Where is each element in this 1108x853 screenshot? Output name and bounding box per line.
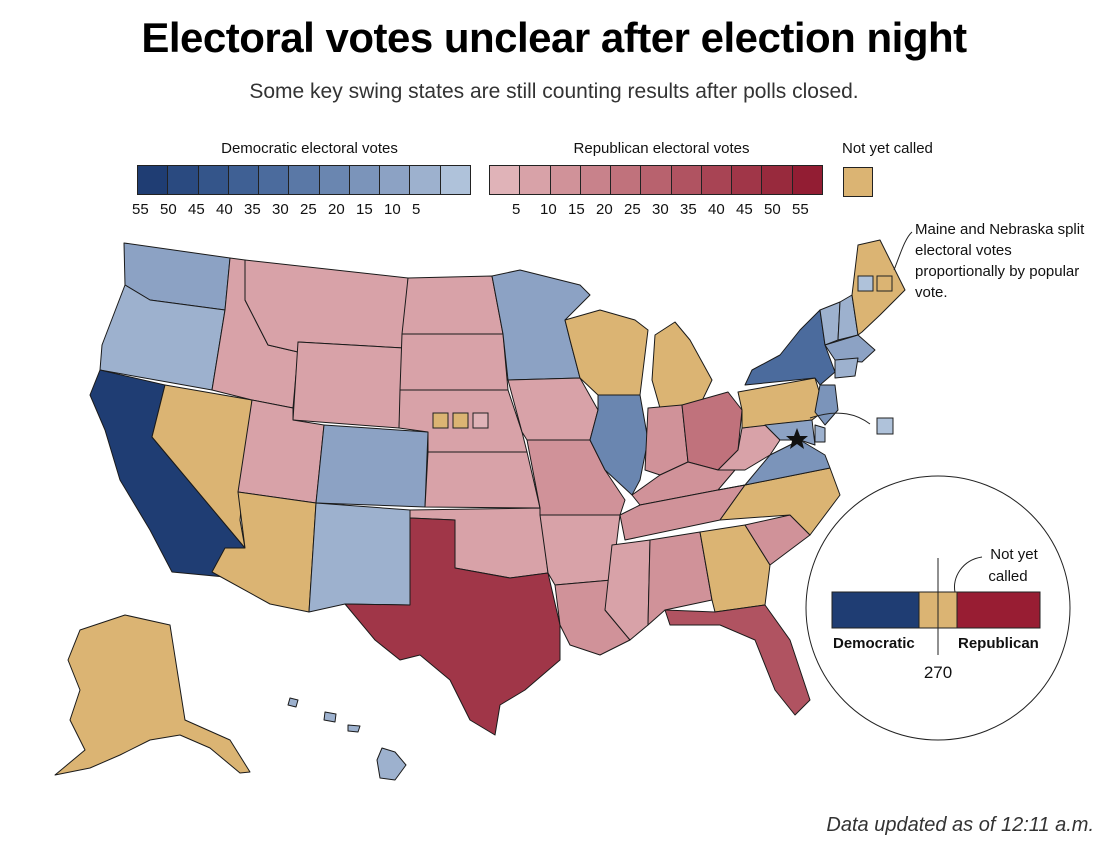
legend-dem-cell [349, 166, 381, 194]
legend-rep-tick: 40 [708, 201, 725, 218]
legend-dem-cell [228, 166, 260, 194]
state-AR [539, 514, 621, 586]
inset-bar-dem [831, 591, 920, 629]
inset-bar-rep [956, 591, 1041, 629]
inset-rep-label: Republican [958, 635, 1039, 652]
legend-dem-tick: 55 [132, 201, 149, 218]
legend-rep-cell [671, 166, 702, 194]
chart-title: Electoral votes unclear after election n… [141, 14, 967, 61]
legend-notcalled-swatch [843, 167, 873, 197]
legend-rep-cell [792, 166, 822, 194]
maine-leader-line [893, 231, 913, 271]
legend-dem-tick: 25 [300, 201, 317, 218]
legend-rep-tick: 15 [568, 201, 585, 218]
inset-notcalled-label-1: Not yet [990, 546, 1038, 563]
legend-rep-cell [732, 166, 763, 194]
state-FL [664, 604, 811, 716]
nebraska-split-1 [432, 412, 449, 429]
state-MA [824, 334, 876, 363]
legend-dem-cell [168, 166, 199, 194]
state-IA [507, 377, 599, 441]
state-MS [604, 539, 651, 641]
state-NV [151, 384, 253, 549]
dc-leader-line [809, 412, 871, 425]
inset-notcalled-label-2: called [988, 568, 1027, 585]
legend-dem-tick: 10 [384, 201, 401, 218]
legend-notcalled-title: Not yet called [842, 140, 933, 157]
legend-rep-cell [762, 166, 793, 194]
legend-rep-tick: 55 [792, 201, 809, 218]
inset-notcalled-leader [953, 556, 983, 593]
legend-dem-tick: 20 [328, 201, 345, 218]
legend-rep-tick: 50 [764, 201, 781, 218]
legend-rep-cell [611, 166, 642, 194]
legend-rep-tick: 45 [736, 201, 753, 218]
state-NJ [814, 384, 839, 426]
dc-swatch [876, 417, 894, 435]
state-CO [315, 424, 429, 508]
legend-rep-cell [520, 166, 551, 194]
legend-rep-cell [641, 166, 672, 194]
legend-dem-cell [410, 166, 441, 194]
legend-dem-tick: 5 [412, 201, 421, 218]
state-MI [651, 321, 713, 409]
legend-dem-tick: 50 [160, 201, 177, 218]
state-NM [308, 502, 411, 613]
legend-rep-tick: 10 [540, 201, 557, 218]
state-TX [344, 517, 561, 736]
state-KS [424, 451, 541, 509]
inset-dem-label: Democratic [833, 635, 915, 652]
chart-subtitle: Some key swing states are still counting… [249, 80, 859, 103]
state-DE [814, 424, 826, 443]
legend-rep-title: Republican electoral votes [573, 140, 750, 157]
footer-updated: Data updated as of 12:11 a.m. [826, 814, 1094, 836]
inset-270-label: 270 [924, 663, 952, 682]
legend-rep-cell [550, 166, 581, 194]
maine-nebraska-note: Maine and Nebraska split electoral votes… [915, 221, 1085, 301]
dc-marker [786, 428, 808, 449]
state-AK [54, 614, 251, 776]
legend-dem-cell [198, 166, 229, 194]
legend-rep-scale [489, 165, 823, 195]
legend-dem-tick: 40 [216, 201, 233, 218]
legend-rep-cell [490, 166, 521, 194]
legend-rep-tick: 20 [596, 201, 613, 218]
legend-rep-cell [701, 166, 733, 194]
legend-dem-tick: 35 [244, 201, 261, 218]
state-SD [399, 333, 509, 391]
nebraska-split-3 [472, 412, 489, 429]
legend-rep-tick: 5 [512, 201, 521, 218]
legend-rep-tick: 25 [624, 201, 641, 218]
legend-dem-cell [440, 166, 470, 194]
state-ND [401, 275, 504, 335]
legend-dem-title: Democratic electoral votes [221, 140, 398, 157]
legend-dem-cell [138, 166, 169, 194]
state-MT [244, 259, 409, 353]
legend-dem-tick: 30 [272, 201, 289, 218]
state-VA [717, 439, 831, 491]
legend-rep-cell [580, 166, 612, 194]
legend-rep-tick: 35 [680, 201, 697, 218]
state-WY [292, 341, 405, 429]
maine-split-2 [876, 275, 893, 292]
legend-dem-cell [380, 166, 411, 194]
maine-split-1 [857, 275, 874, 292]
legend-rep-tick: 30 [652, 201, 669, 218]
legend-dem-cell [259, 166, 290, 194]
legend-dem-tick: 45 [188, 201, 205, 218]
legend-dem-cell [289, 166, 320, 194]
legend-dem-scale [137, 165, 471, 195]
legend-dem-cell [319, 166, 350, 194]
legend-dem-tick: 15 [356, 201, 373, 218]
state-CT [834, 357, 859, 379]
state-HI [287, 697, 407, 781]
state-AL [647, 531, 713, 626]
nebraska-split-2 [452, 412, 469, 429]
state-NY [744, 309, 836, 386]
